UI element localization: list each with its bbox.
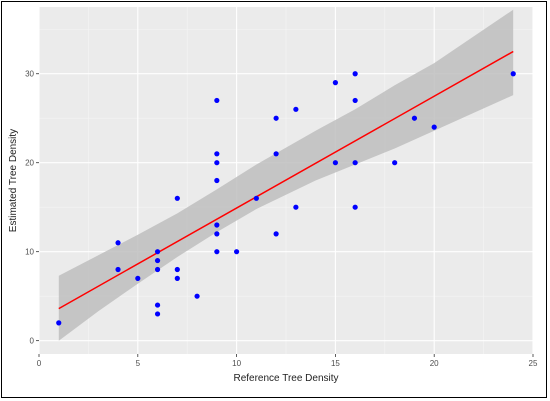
y-tick-label: 10: [25, 248, 34, 257]
y-axis-title: Estimated Tree Density: [8, 129, 19, 232]
x-axis-title: Reference Tree Density: [233, 373, 338, 384]
x-tick-label: 20: [430, 359, 439, 368]
data-point: [154, 311, 161, 317]
data-point: [273, 151, 279, 157]
data-point: [214, 151, 220, 157]
data-points: [56, 71, 516, 326]
axes: 0 5 10 15 20 25 0 10 20 30: [25, 70, 538, 368]
data-point: [352, 97, 358, 104]
data-point: [214, 249, 220, 255]
fit-line-layer: [58, 50, 514, 310]
data-point: [510, 71, 516, 77]
data-point: [332, 80, 338, 86]
x-tick-label: 10: [232, 359, 241, 368]
data-point: [431, 124, 437, 130]
confidence-band-layer: [58, 9, 514, 341]
regression-line: [58, 50, 514, 310]
x-tick-label: 15: [331, 359, 340, 368]
x-tick-label: 0: [37, 359, 42, 368]
data-point: [174, 275, 180, 281]
data-point: [174, 195, 180, 201]
data-point: [392, 160, 398, 166]
data-point: [253, 195, 259, 201]
data-point: [56, 320, 62, 326]
data-point: [273, 115, 279, 121]
data-point: [214, 177, 220, 184]
data-point: [234, 249, 240, 255]
data-point: [115, 266, 121, 273]
x-tick-label: 5: [136, 359, 141, 368]
data-point: [154, 266, 161, 273]
data-point: [135, 275, 141, 281]
data-point: [411, 115, 418, 121]
data-point: [352, 160, 358, 166]
data-point: [352, 71, 358, 77]
data-point: [174, 266, 180, 273]
x-tick-label: 25: [529, 359, 538, 368]
data-point: [214, 222, 220, 228]
data-point: [293, 204, 299, 210]
data-point: [154, 257, 161, 264]
confidence-band: [58, 9, 514, 341]
y-tick-label: 30: [25, 70, 34, 79]
data-point: [115, 240, 121, 246]
data-point: [273, 231, 279, 237]
data-point: [214, 97, 220, 104]
data-point: [194, 293, 200, 299]
data-point: [293, 106, 299, 112]
y-tick-label: 20: [25, 159, 34, 168]
y-tick-label: 0: [30, 337, 35, 346]
data-point: [214, 160, 220, 166]
data-point: [352, 204, 358, 210]
data-point: [154, 249, 161, 255]
data-point: [214, 231, 220, 237]
data-point: [154, 302, 161, 308]
data-point: [332, 160, 338, 166]
